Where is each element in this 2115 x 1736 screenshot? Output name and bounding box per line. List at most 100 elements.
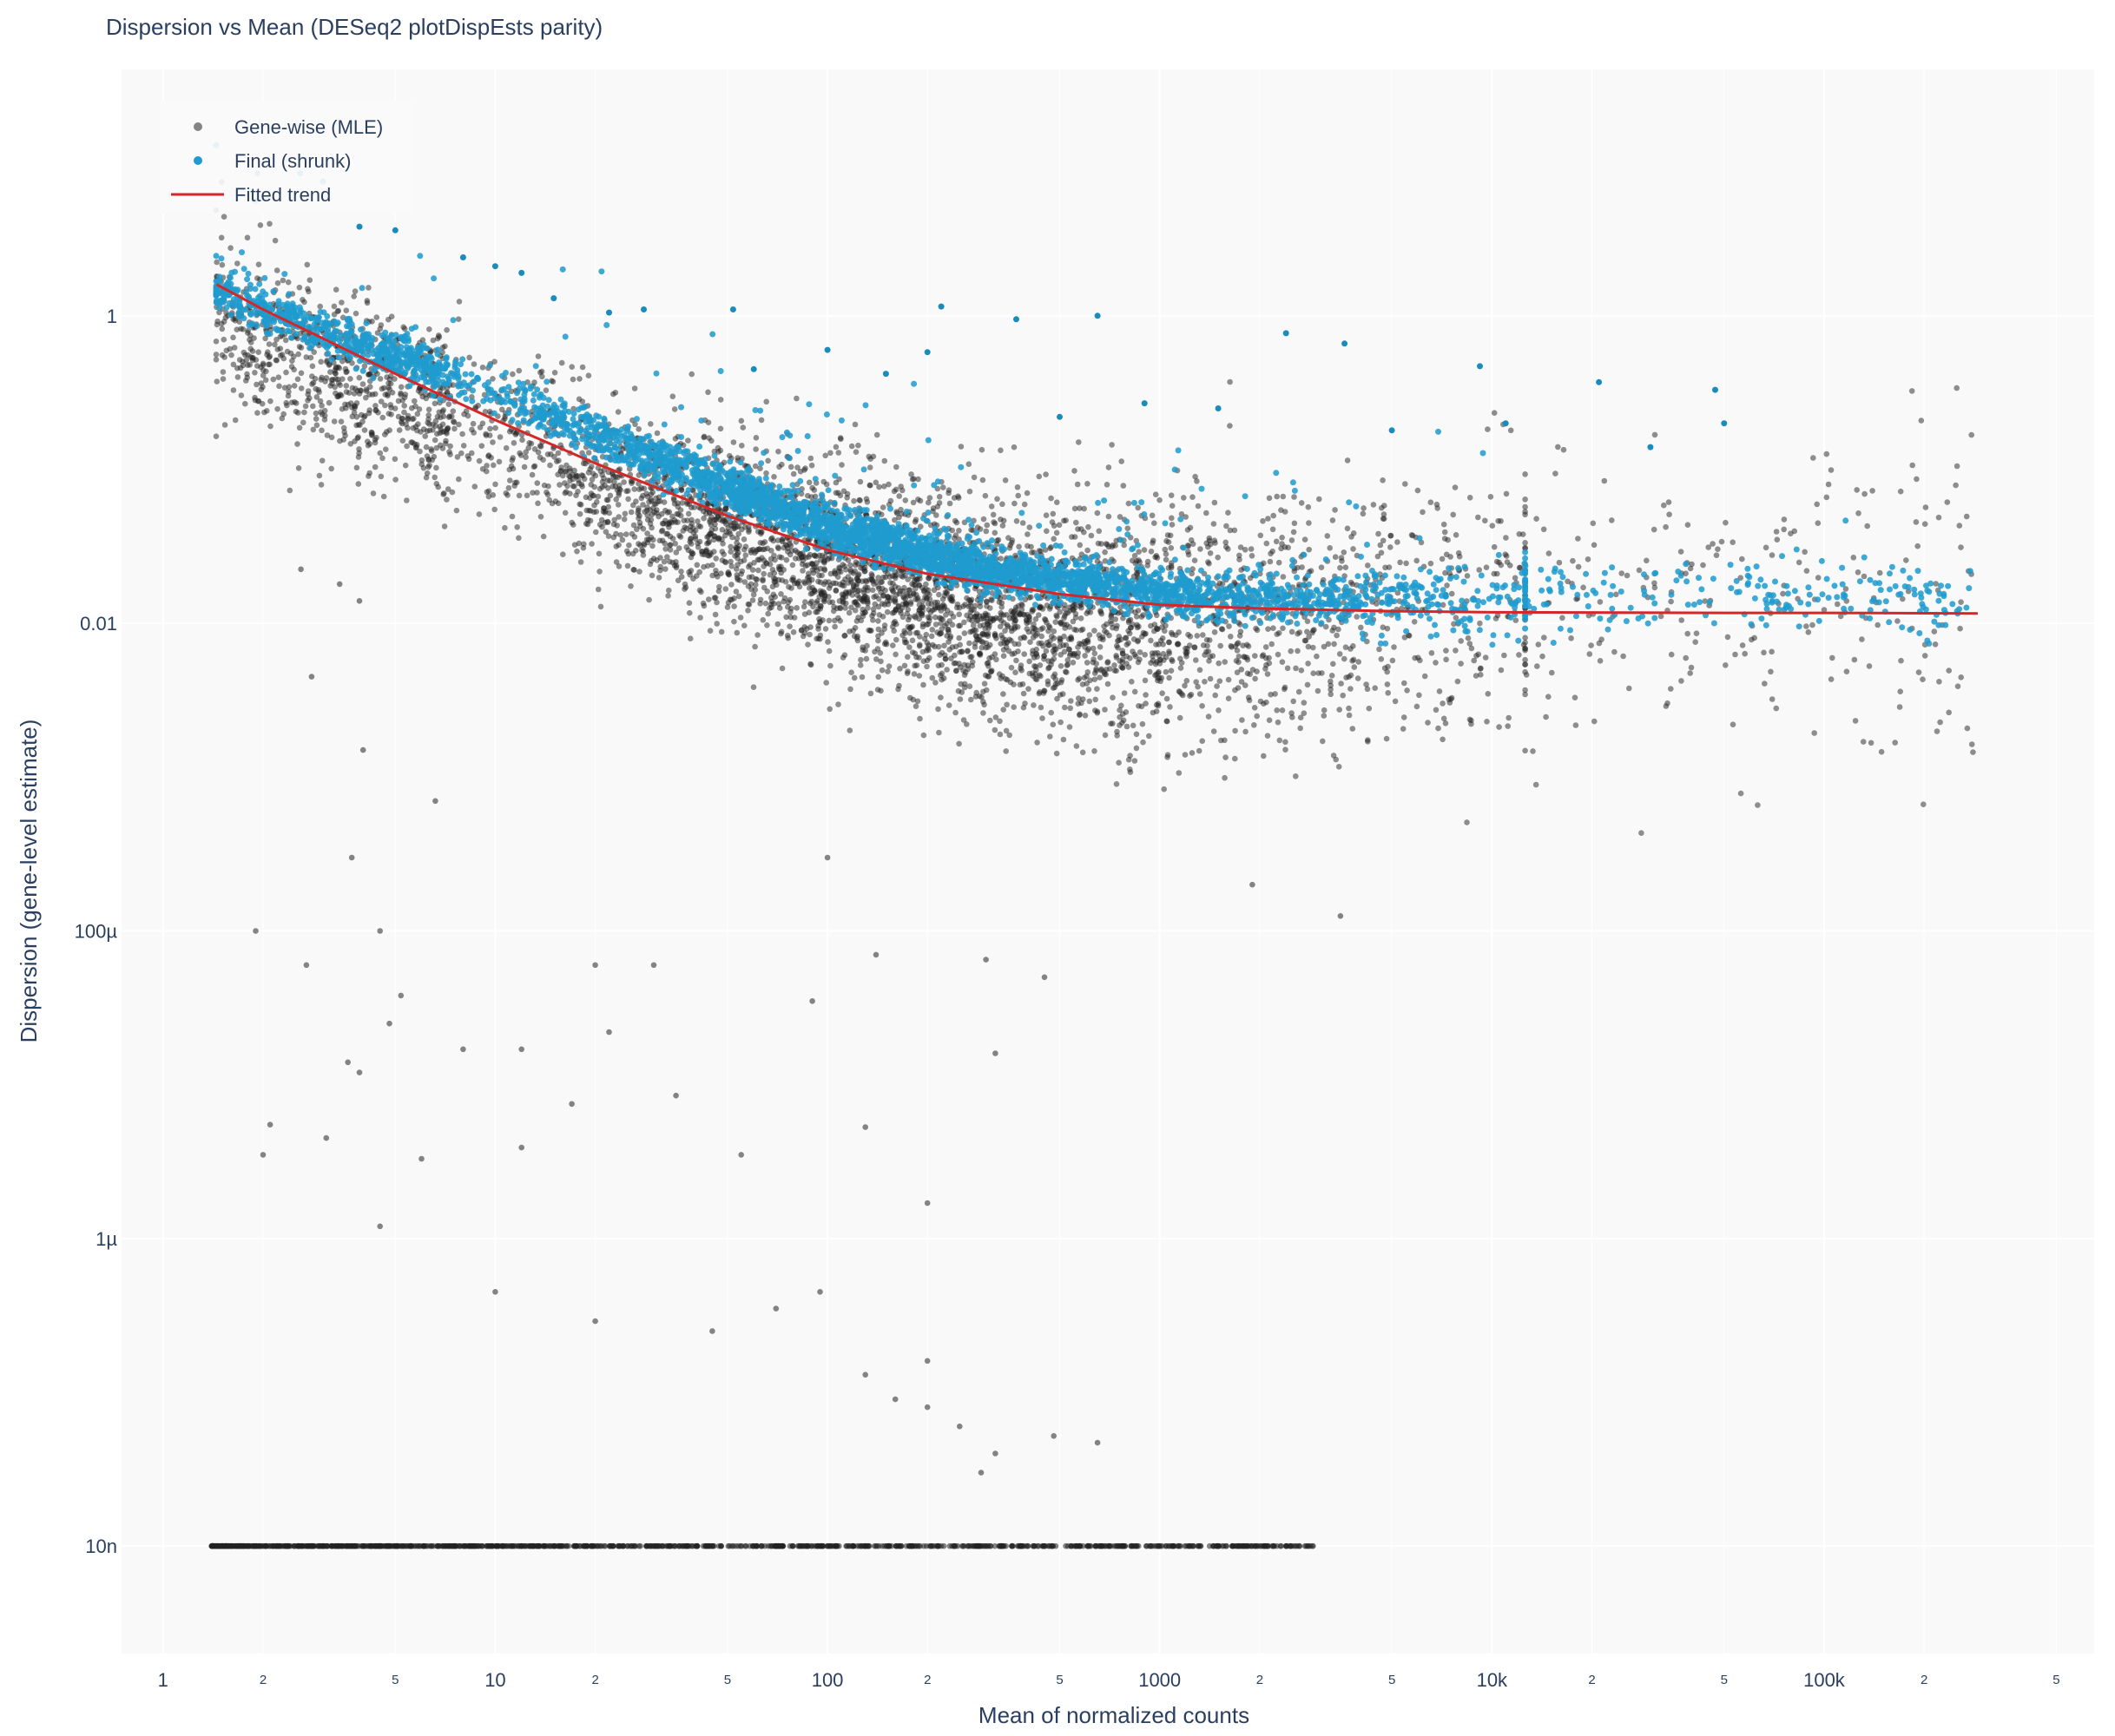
gene-wise-point [479, 365, 486, 371]
gene-wise-point [926, 615, 933, 621]
gene-wise-point [949, 621, 956, 628]
gene-wise-point [1440, 736, 1446, 743]
gene-wise-point [1189, 750, 1196, 756]
gene-wise-point [1279, 707, 1286, 713]
gene-wise-point [319, 403, 325, 409]
gene-wise-point [590, 509, 597, 516]
gene-wise-point [1815, 520, 1822, 526]
gene-wise-point [848, 443, 855, 450]
gene-wise-point [1915, 669, 1922, 675]
gene-wise-point [1011, 617, 1018, 623]
gene-wise-point [1237, 628, 1244, 635]
gene-wise-point [953, 604, 960, 611]
gene-wise-point [1142, 677, 1149, 684]
gene-wise-point [713, 556, 719, 562]
gene-wise-point [1476, 567, 1482, 573]
gene-wise-point [987, 717, 993, 724]
gene-wise-point [234, 374, 241, 380]
gene-wise-point [1183, 678, 1190, 684]
gene-wise-point [1290, 698, 1296, 705]
gene-wise-point [753, 582, 759, 588]
gene-wise-point [983, 528, 990, 535]
gene-wise-point [847, 686, 853, 693]
gene-wise-point [701, 433, 708, 440]
gene-wise-point [988, 668, 994, 675]
gene-wise-point [689, 549, 695, 556]
gene-wise-point [484, 489, 491, 496]
gene-wise-point [1131, 688, 1138, 695]
gene-wise-point [936, 591, 942, 598]
gene-wise-point [1522, 647, 1528, 654]
gene-wise-points [208, 170, 1976, 1549]
gene-wise-point [1135, 637, 1142, 644]
gene-wise-point [1248, 546, 1255, 552]
gene-wise-point [1751, 635, 1757, 641]
gene-wise-point [296, 284, 303, 291]
gene-wise-point [355, 481, 362, 487]
gene-wise-point [458, 450, 465, 457]
gene-wise-point [614, 474, 621, 481]
gene-wise-point [848, 604, 854, 611]
gene-wise-point [343, 307, 350, 314]
gene-wise-point [875, 618, 881, 624]
gene-wise-point [300, 297, 306, 303]
gene-wise-point [1011, 500, 1018, 507]
gene-wise-point [1512, 617, 1519, 623]
gene-wise-point [343, 383, 350, 389]
gene-wise-point [1097, 644, 1104, 650]
gene-wise-point [606, 510, 612, 516]
gene-wise-point [845, 574, 852, 580]
gene-wise-point [825, 639, 831, 645]
gene-wise-point [1768, 668, 1774, 675]
gene-wise-point [510, 455, 516, 461]
gene-wise-point [760, 577, 766, 584]
gene-wise-point [644, 539, 651, 546]
gene-wise-point [678, 487, 685, 493]
gene-wise-point [1120, 483, 1127, 489]
gene-wise-point [584, 516, 591, 523]
gene-wise-point [1468, 720, 1474, 727]
gene-wise-point [1002, 628, 1008, 634]
gene-wise-point [1380, 516, 1387, 522]
gene-wise-point [771, 570, 778, 576]
gene-wise-point [785, 635, 791, 641]
gene-wise-point [596, 550, 603, 557]
gene-wise-point [240, 326, 247, 332]
gene-wise-point [535, 500, 541, 507]
gene-wise-point [687, 609, 693, 616]
gene-wise-point [1187, 634, 1194, 640]
gene-wise-point [1048, 495, 1054, 502]
gene-wise-point [636, 541, 642, 547]
gene-wise-point [1953, 482, 1959, 489]
gene-wise-point [507, 477, 513, 483]
gene-wise-point [1762, 681, 1768, 687]
gene-wise-point [592, 472, 599, 479]
gene-wise-point [1314, 687, 1321, 694]
gene-wise-point [959, 648, 965, 654]
gene-wise-point [1166, 674, 1172, 681]
gene-wise-point [289, 358, 295, 365]
gene-wise-point [717, 425, 724, 432]
gene-wise-point [909, 649, 916, 655]
gene-wise-point [1380, 537, 1387, 544]
gene-wise-point [334, 376, 341, 383]
gene-wise-point [1254, 627, 1261, 634]
gene-wise-point [866, 627, 872, 634]
gene-wise-point [1051, 536, 1057, 542]
gene-wise-point [1316, 496, 1322, 503]
gene-wise-point [1894, 618, 1901, 624]
gene-wise-point [491, 506, 497, 513]
gene-wise-point [1868, 740, 1875, 746]
gene-wise-point [425, 412, 432, 418]
gene-wise-point [998, 447, 1004, 454]
gene-wise-point [1225, 695, 1232, 701]
gene-wise-point [1110, 720, 1116, 727]
gene-wise-point [1861, 490, 1868, 497]
gene-wise-point [1020, 690, 1027, 697]
gene-wise-point [1117, 514, 1123, 520]
gene-wise-point [1212, 692, 1218, 699]
gene-wise-point [799, 561, 806, 568]
gene-wise-point [1099, 634, 1106, 641]
gene-wise-point [430, 337, 437, 344]
gene-wise-point [1613, 591, 1619, 598]
